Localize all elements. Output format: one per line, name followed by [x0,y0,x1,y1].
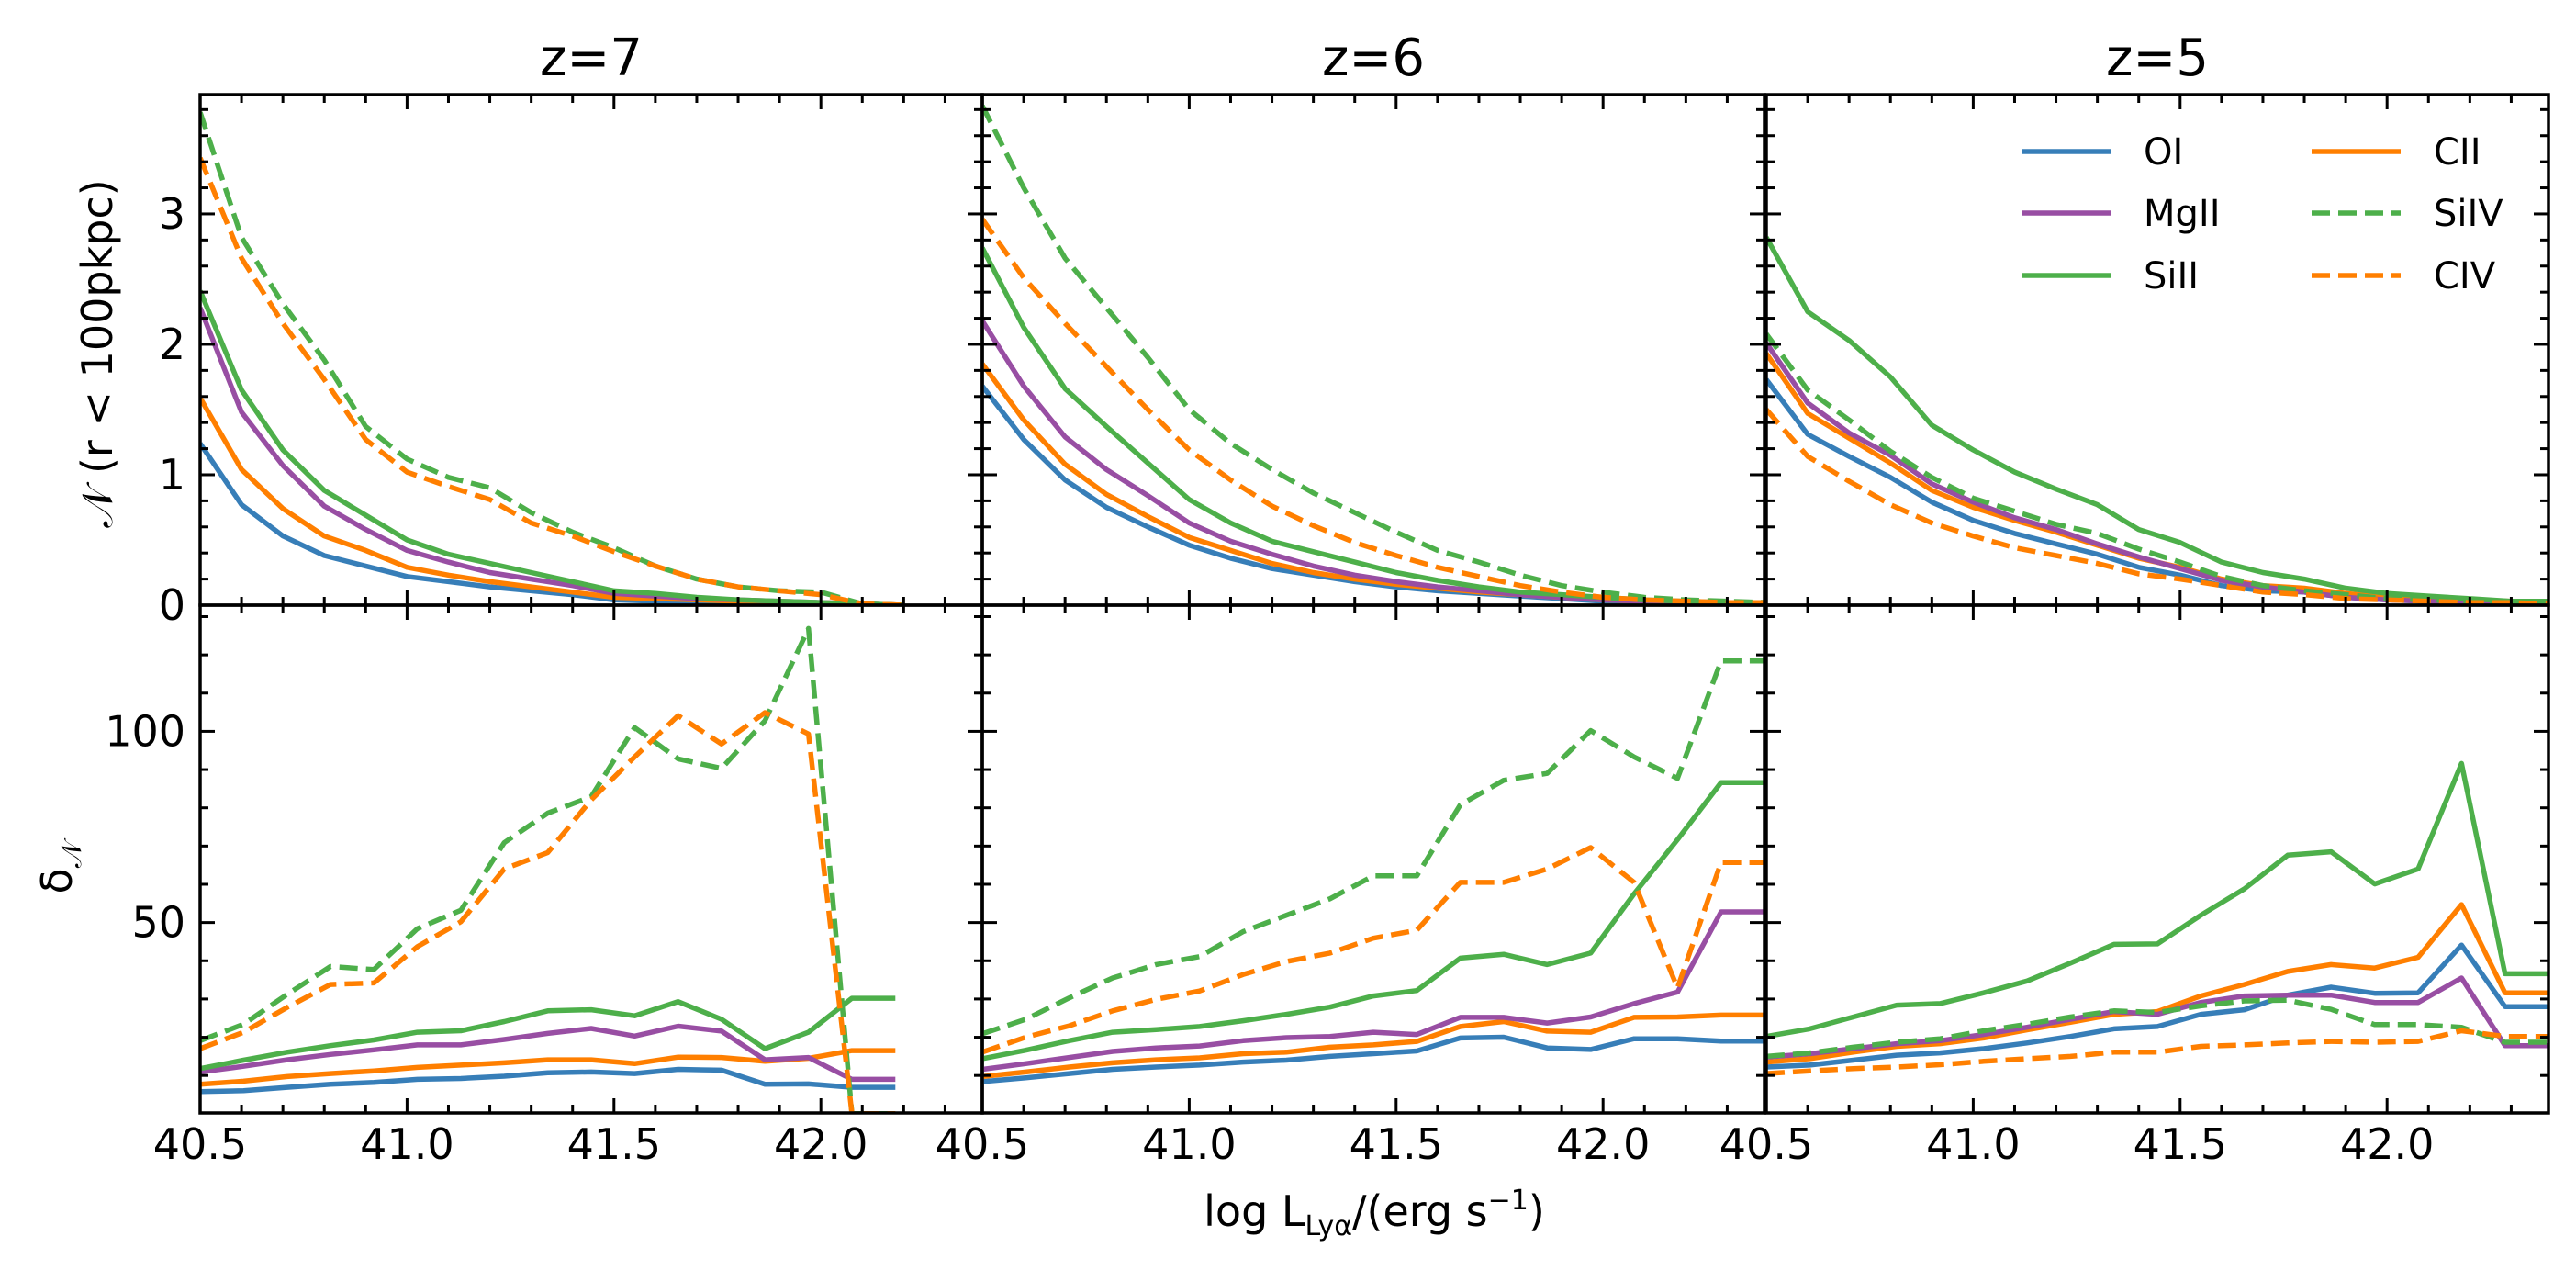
line-OI-z7-bottom [200,1066,896,1095]
x-tick-label: 40.5 [153,1119,247,1169]
x-tick-label: 42.0 [774,1119,868,1169]
x-tick-label: 41.0 [360,1119,454,1169]
x-tick-label: 40.5 [1719,1119,1813,1169]
y-tick-label: 0 [159,580,185,630]
line-CIV-z7-top [200,156,904,605]
series-group [200,111,904,605]
y-axis-label-top: 𝒩 (r < 100pkpc) [73,179,122,527]
y-tick-label: 100 [105,706,185,756]
x-axis-label-sub: Lyα [1305,1210,1353,1242]
line-CIV-z5-top [1766,408,2548,605]
legend-label-OI: OI [2144,131,2183,174]
legend-label-SiIV: SiIV [2434,193,2503,235]
series-group [982,104,1764,605]
panels: z=7 0 1 2 3 z=6 z=5 50 100 40.5 41.0 41.5 42.0 40.5 41… [105,28,2550,1169]
line-OI-z5-top [1766,377,2548,605]
line-SiII-z7-bottom [200,995,896,1072]
line-CIV-z6-bottom [982,845,1764,1055]
legend-label-CIV: CIV [2434,255,2496,298]
x-tick-label: 41.5 [2134,1119,2227,1169]
x-tick-label: 42.0 [2340,1119,2434,1169]
x-axis-label-sup: −1 [1488,1185,1529,1217]
y-tick-label: 1 [159,450,185,500]
line-CII-z7-top [200,396,904,605]
x-axis-label-close: ) [1529,1186,1545,1236]
x-axis-label: log LLyα/(erg s−1) [1204,1185,1545,1242]
line-SiIV-z6-top [982,104,1764,605]
line-SiIV-z7-bottom [200,625,896,1113]
legend-label-MgII: MgII [2144,193,2221,235]
line-OI-z5-bottom [1766,942,2548,1070]
legend-entry-MgII: MgII [2022,193,2221,235]
series-group [982,658,1764,1084]
line-CIV-z7-bottom [200,710,896,1113]
line-OI-z6-bottom [982,1034,1764,1084]
series-group [200,625,896,1113]
legend-entry-CIV: CIV [2312,255,2496,298]
y-tick-label: 2 [159,320,185,369]
panel-z7-bottom: 50 100 40.5 41.0 41.5 42.0 [105,603,984,1169]
axes-frame [1764,603,2550,1115]
line-SiII-z5-bottom [1766,760,2548,1039]
line-CII-z5-bottom [1766,902,2548,1065]
y-axis-label-bottom-main: δ [32,868,82,893]
y-tick-label: 3 [159,189,185,239]
line-SiII-z5-top [1766,236,2548,604]
x-axis-label-rest: /(erg s [1352,1186,1488,1236]
y-tick-label: 50 [131,898,185,948]
line-CII-z6-bottom [982,1012,1764,1080]
legend-entry-SiIV: SiIV [2312,193,2503,235]
line-CIV-z5-bottom [1766,1028,2548,1076]
x-tick-label: 41.5 [1350,1119,1443,1169]
line-SiII-z6-bottom [982,780,1764,1062]
panel-z5-top: z=5 [1764,28,2550,607]
line-MgII-z5-bottom [1766,975,2548,1060]
axes-frame [980,603,1766,1115]
legend-label-SiII: SiII [2144,255,2199,298]
y-axis-label-bottom: δ𝒩 [32,837,88,893]
panel-title: z=6 [1322,28,1425,88]
line-SiIV-z6-bottom [982,658,1764,1037]
x-tick-label: 42.0 [1556,1119,1650,1169]
line-SiII-z7-top [200,289,904,605]
panel-z6-bottom: 40.5 41.0 41.5 42.0 [935,603,1766,1169]
series-group [1766,760,2548,1076]
line-MgII-z7-bottom [200,1023,896,1083]
line-SiII-z6-top [982,246,1764,605]
panel-z5-bottom: 40.5 41.0 41.5 42.0 [1719,603,2550,1169]
x-tick-label: 40.5 [935,1119,1029,1169]
legend: OI MgII SiII CII SiIV CIV [2022,131,2503,298]
x-axis-label-main: log L [1204,1186,1305,1236]
axes-frame [198,603,984,1115]
x-tick-label: 41.0 [1142,1119,1236,1169]
legend-entry-CII: CII [2312,131,2481,174]
y-axis-label-bottom-sub: 𝒩 [56,837,88,868]
legend-label-CII: CII [2434,131,2481,174]
panel-z7-top: z=7 0 1 2 3 [159,28,984,630]
series-group [1766,236,2548,605]
line-CIV-z6-top [982,218,1764,605]
legend-entry-SiII: SiII [2022,255,2199,298]
panel-title: z=7 [540,28,643,88]
x-tick-label: 41.0 [1926,1119,2020,1169]
panel-title: z=5 [2106,28,2209,88]
line-MgII-z6-bottom [982,909,1764,1073]
panel-z6-top: z=6 [980,28,1766,607]
axes-frame [980,93,1766,607]
x-tick-label: 41.5 [567,1119,661,1169]
legend-entry-OI: OI [2022,131,2183,174]
